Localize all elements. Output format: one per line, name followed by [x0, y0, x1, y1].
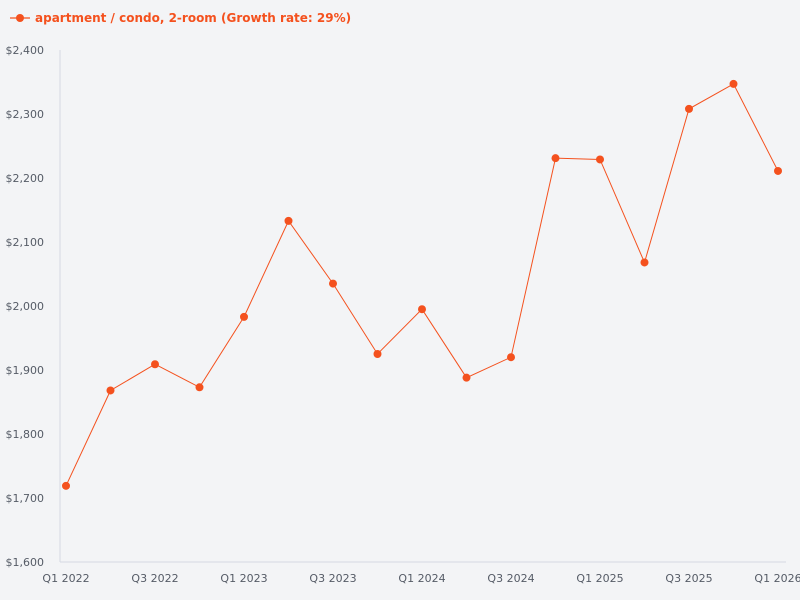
legend-marker-icon — [10, 14, 30, 22]
data-point[interactable]: Q4 2024: $2,231 — [551, 154, 560, 163]
y-tick-label: $1,900 — [6, 364, 45, 377]
data-point[interactable]: Q4 2025: $2,347 — [729, 79, 738, 88]
x-tick-label: Q1 2026 — [754, 572, 800, 585]
data-point[interactable]: Q2 2023: $2,133 — [284, 216, 293, 225]
data-point[interactable]: Q3 2024: $1,920 — [507, 353, 515, 362]
x-tick-label: Q1 2023 — [220, 572, 267, 585]
data-point[interactable]: Q2 2022: $1,868 — [106, 386, 115, 395]
y-tick-label: $2,300 — [6, 108, 45, 121]
data-point[interactable]: Q4 2023: $1,925 — [373, 350, 382, 358]
y-tick-label: $2,100 — [6, 236, 45, 249]
x-tick-label: Q1 2022 — [42, 572, 89, 585]
x-tick-label: Q3 2023 — [309, 572, 356, 585]
data-point[interactable]: Q3 2022: $1,909 — [151, 360, 159, 369]
series-line — [65, 83, 779, 487]
data-point[interactable]: Q2 2025: $2,068 — [640, 258, 649, 267]
x-tick-label: Q3 2024 — [487, 572, 534, 585]
legend-label: apartment / condo, 2-room (Growth rate: … — [35, 11, 352, 25]
y-tick-label: $1,600 — [6, 556, 45, 569]
x-tick-label: Q3 2025 — [665, 572, 712, 585]
y-tick-label: $2,200 — [6, 172, 45, 185]
data-point[interactable]: Q1 2026: $2,211 — [774, 166, 782, 175]
y-tick-label: $1,800 — [6, 428, 45, 441]
y-tick-label: $2,400 — [6, 44, 45, 57]
x-tick-label: Q1 2024 — [398, 572, 445, 585]
data-point[interactable]: Q2 2024: $1,888 — [462, 373, 471, 382]
legend[interactable]: apartment / condo, 2-room (Growth rate: … — [10, 9, 351, 27]
y-tick-label: $1,700 — [6, 492, 45, 505]
x-tick-label: Q3 2022 — [131, 572, 178, 585]
data-point[interactable]: Q1 2022: $1,719 — [62, 481, 70, 490]
data-point[interactable]: Q1 2023: $1,983 — [240, 312, 248, 321]
data-point[interactable]: Q3 2023: $2,035 — [329, 279, 337, 288]
data-point[interactable]: Q1 2024: $1,995 — [418, 305, 426, 314]
y-tick-label: $2,000 — [6, 300, 45, 313]
data-point[interactable]: Q1 2025: $2,229 — [596, 155, 604, 164]
x-tick-label: Q1 2025 — [576, 572, 623, 585]
data-point[interactable]: Q3 2025: $2,308 — [685, 104, 693, 113]
data-point[interactable]: Q4 2022: $1,873 — [195, 383, 204, 392]
